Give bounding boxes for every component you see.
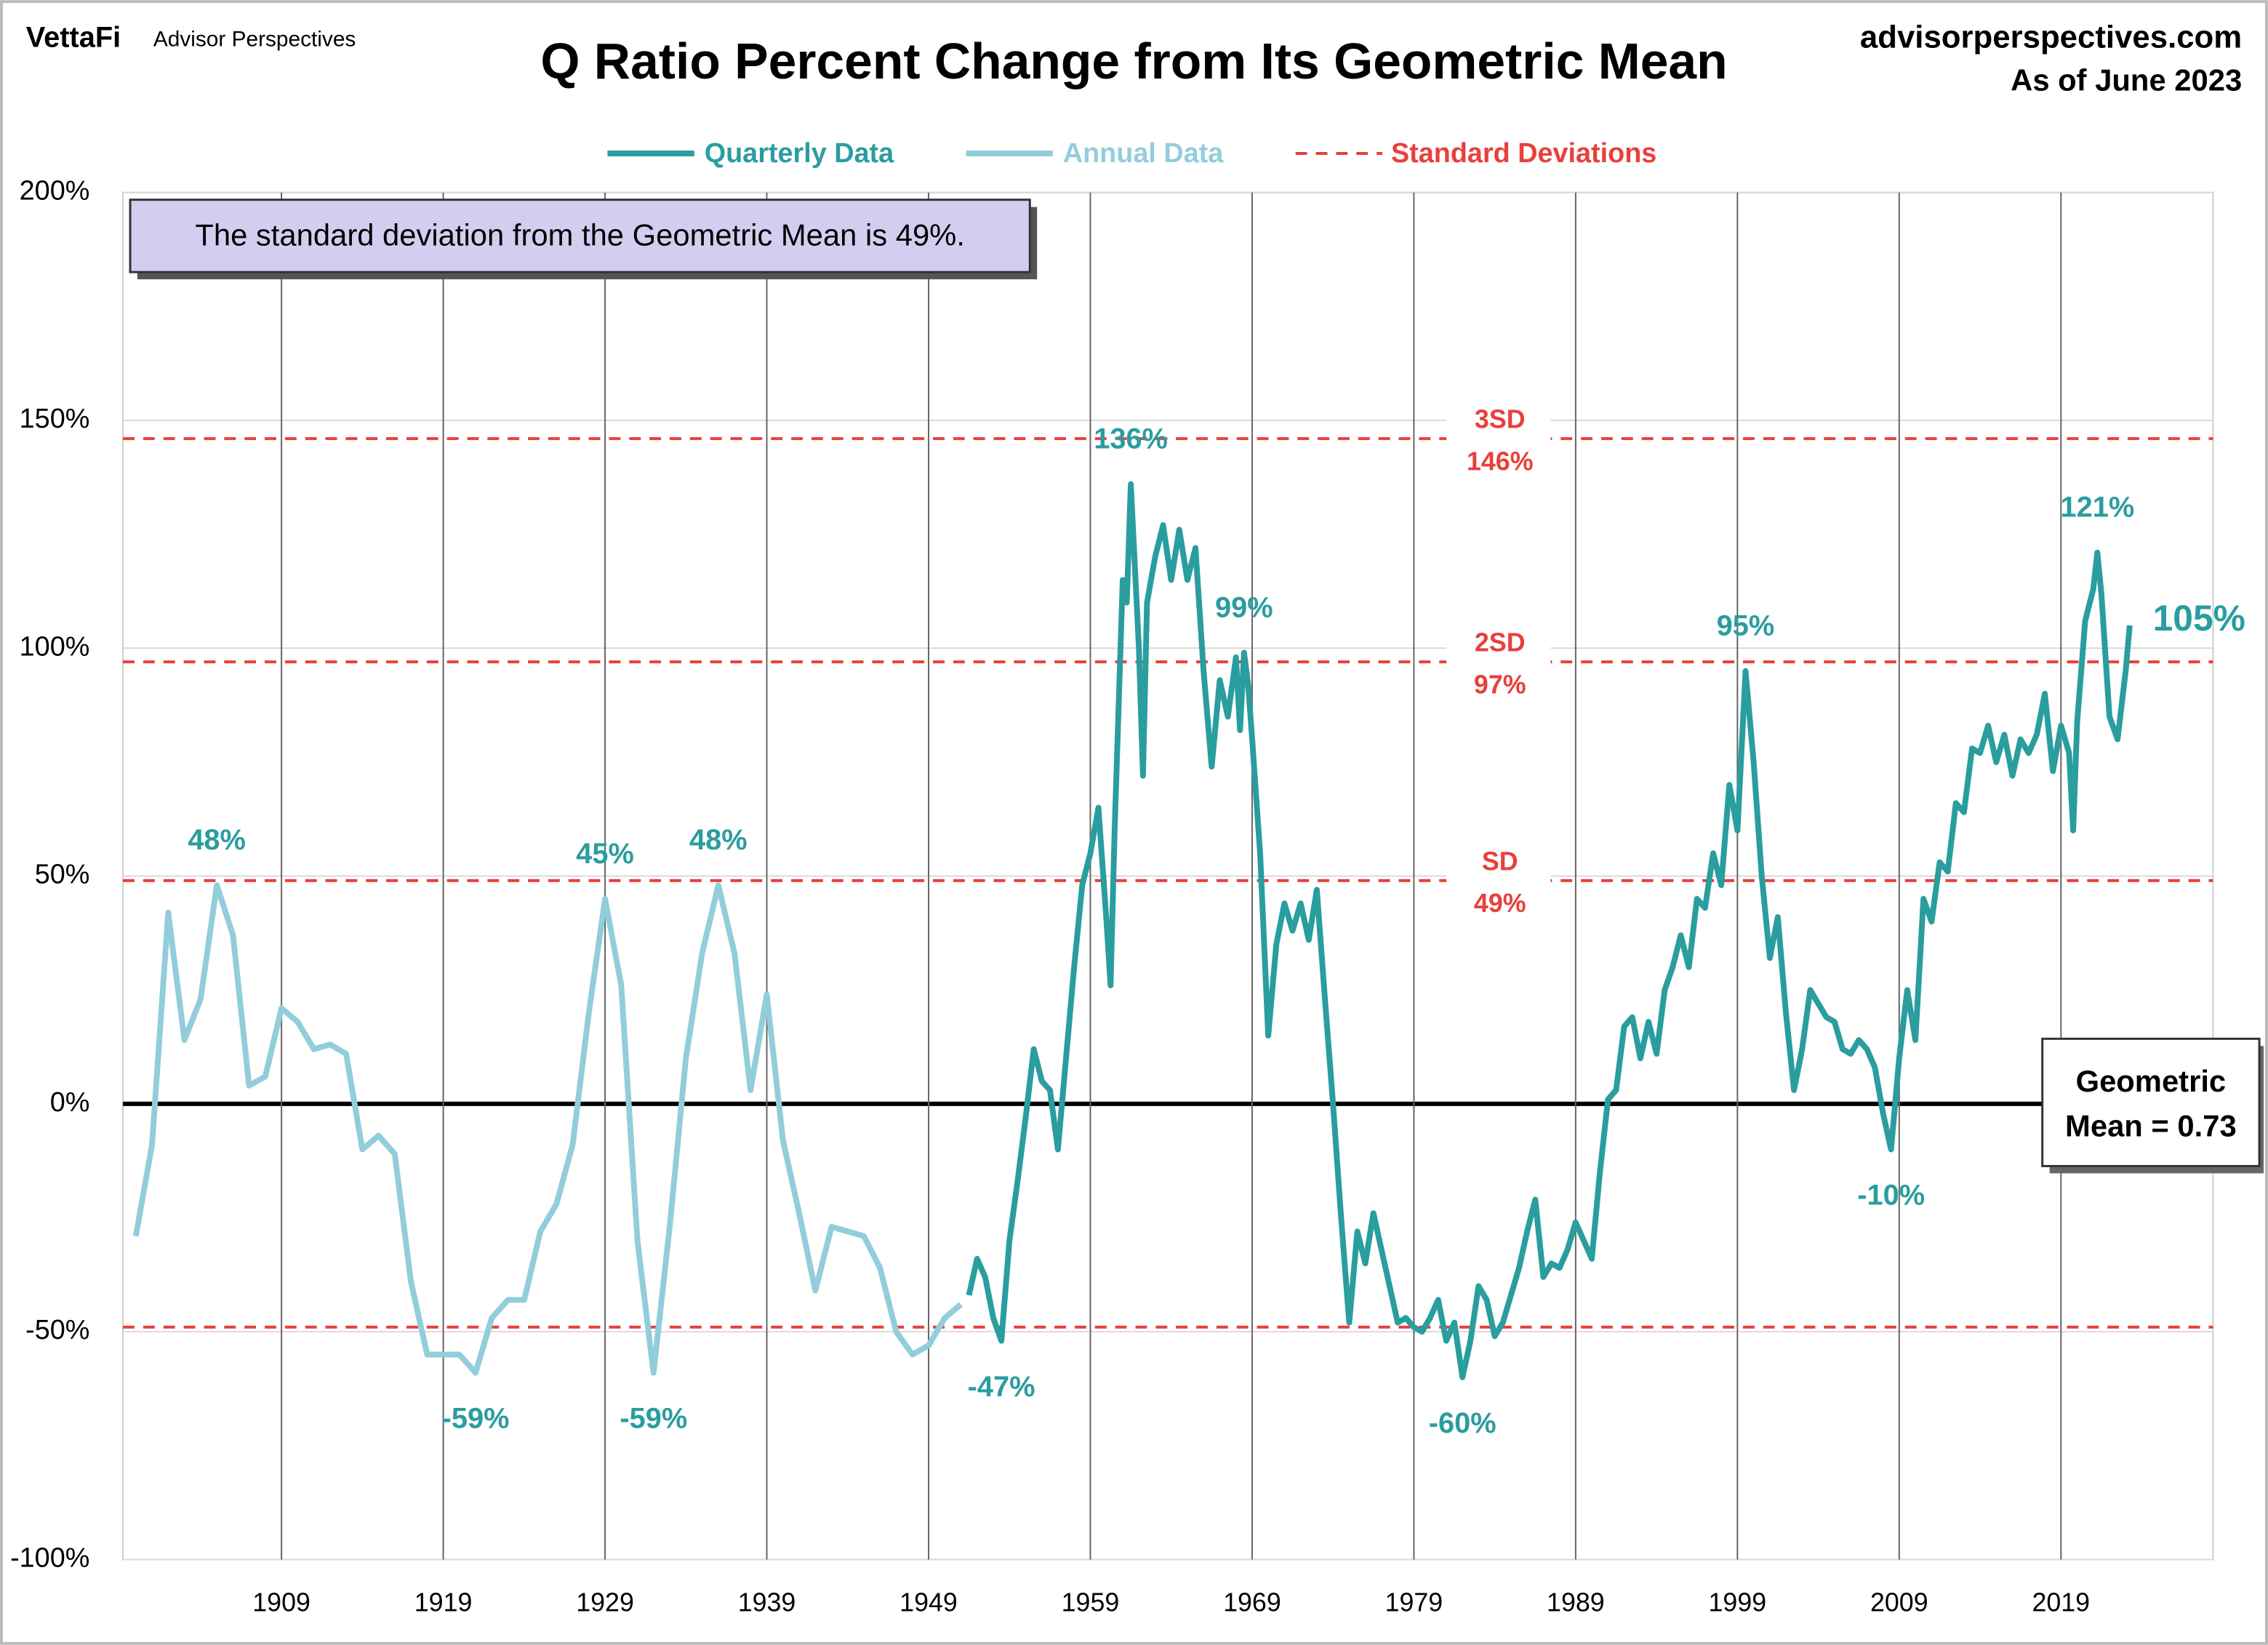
annotation: -60% [1429,1407,1496,1439]
note: The standard deviation from the Geometri… [195,217,965,252]
x-tick-label: 1919 [414,1588,473,1617]
legend-label: Standard Deviations [1391,138,1656,169]
y-tick-label: 100% [20,631,90,662]
site: advisorperspectives.com [1860,19,2242,55]
x-tick-label: 1929 [576,1588,634,1617]
std-name: SD [1482,846,1518,876]
series-line [132,882,963,1376]
annotation: 48% [188,824,246,856]
annotation: -10% [1857,1180,1925,1212]
chart-title: Q Ratio Percent Change from Its Geometri… [540,33,1727,89]
annotation: 45% [576,838,634,870]
annotation: -47% [968,1371,1035,1403]
brand: VettaFi [26,21,121,53]
annotation: -59% [442,1403,510,1435]
annotation: 99% [1215,591,1273,623]
legend-label: Annual Data [1063,138,1224,169]
std-name: 2SD [1475,628,1526,657]
x-tick-label: 1949 [899,1588,958,1617]
y-tick-label: 50% [35,860,90,890]
note-box [129,199,1031,273]
std-label-bg [1446,407,1551,479]
annotation: 136% [1094,423,1168,455]
date: As of June 2023 [2011,63,2242,97]
x-tick-label: 1999 [1709,1588,1767,1617]
x-tick-label: 1959 [1062,1588,1120,1617]
mean-label: Geometric [2076,1064,2227,1098]
x-tick-label: 1979 [1385,1588,1443,1617]
x-tick-label: 2009 [1870,1588,1928,1617]
std-label-bg [1446,849,1551,921]
x-tick-label: 1939 [738,1588,796,1617]
annotation: 95% [1717,609,1775,641]
std-label: 49% [1474,889,1526,918]
x-tick-label: 1969 [1223,1588,1281,1617]
brand-sub: Advisor Perspectives [153,28,356,52]
y-tick-label: -100% [10,1542,89,1573]
mean-box [2041,1037,2261,1167]
std-label: 146% [1467,447,1534,476]
annotation: 121% [2060,492,2134,524]
annotation: 105% [2153,598,2245,639]
std-name: 3SD [1475,405,1526,434]
y-tick-label: -50% [25,1315,89,1345]
series-line [966,481,2133,1380]
y-tick-label: 200% [20,176,90,207]
mean-label: Mean = 0.73 [2065,1109,2237,1143]
std-label-bg [1446,630,1551,703]
x-tick-label: 2019 [2032,1588,2090,1617]
legend-label: Quarterly Data [705,138,894,169]
y-tick-label: 150% [20,404,90,434]
x-tick-label: 1989 [1547,1588,1605,1617]
y-tick-label: 0% [50,1087,90,1118]
annotation: 48% [689,824,748,856]
std-label: 97% [1474,670,1526,699]
x-tick-label: 1909 [252,1588,310,1617]
annotation: -59% [620,1403,687,1435]
